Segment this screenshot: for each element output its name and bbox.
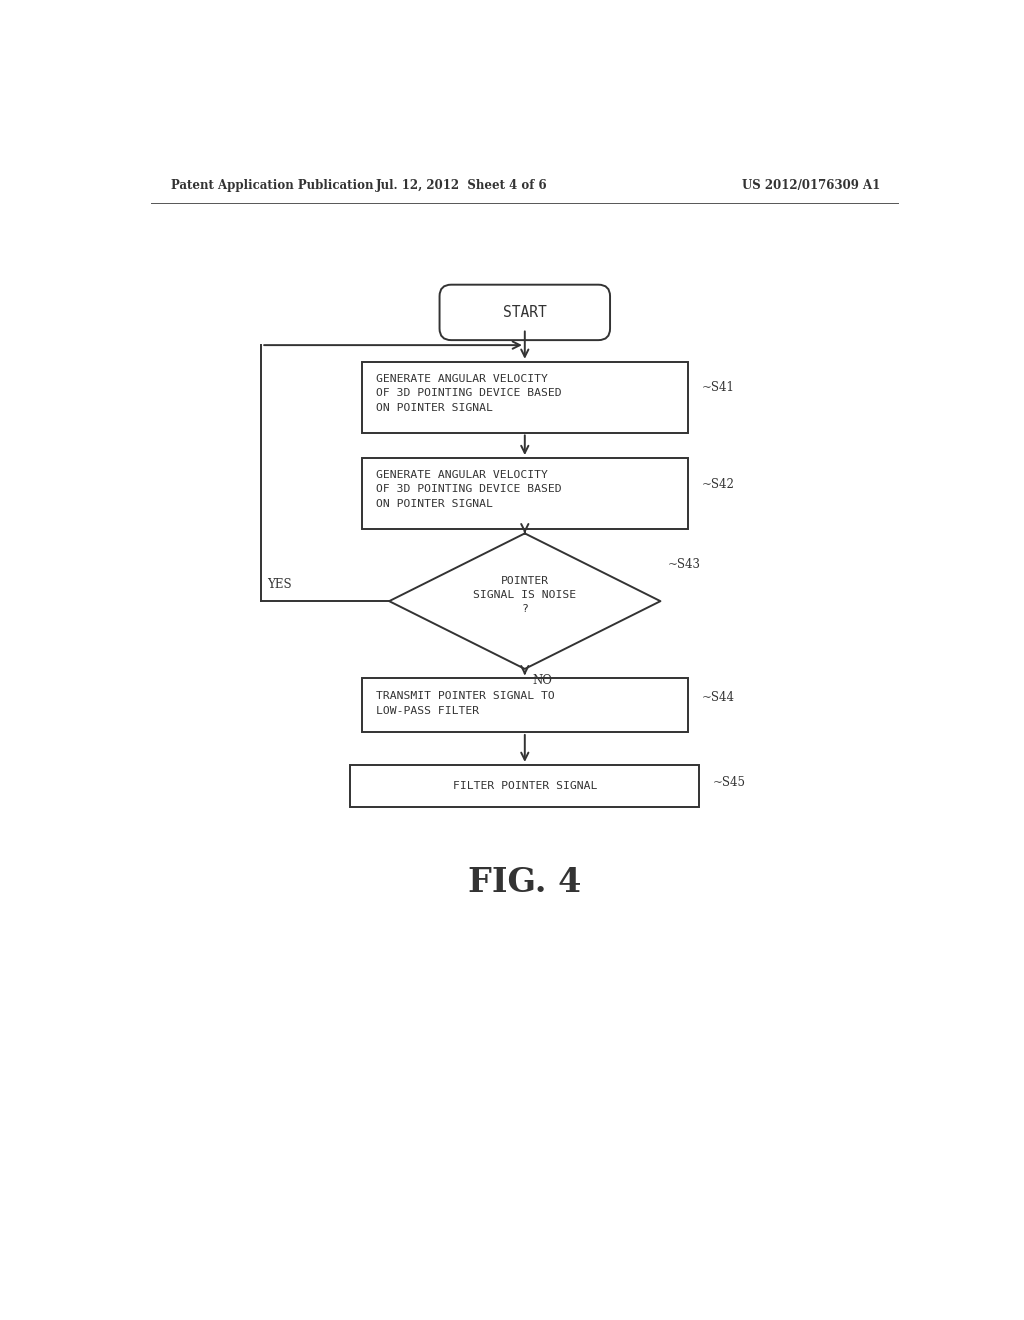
Bar: [362, 362, 687, 433]
Text: US 2012/0176309 A1: US 2012/0176309 A1: [741, 178, 880, 191]
Text: Jul. 12, 2012  Sheet 4 of 6: Jul. 12, 2012 Sheet 4 of 6: [376, 178, 547, 191]
Text: START: START: [503, 305, 547, 319]
Bar: [362, 678, 687, 733]
Bar: [350, 764, 699, 807]
Text: ~S45: ~S45: [713, 776, 746, 788]
FancyBboxPatch shape: [439, 285, 610, 341]
Text: ~S42: ~S42: [701, 478, 734, 491]
Text: YES: YES: [267, 578, 292, 591]
Text: ~S41: ~S41: [701, 381, 734, 395]
Text: FILTER POINTER SIGNAL: FILTER POINTER SIGNAL: [453, 781, 597, 791]
Text: ~S44: ~S44: [701, 690, 734, 704]
Text: POINTER
SIGNAL IS NOISE
?: POINTER SIGNAL IS NOISE ?: [473, 577, 577, 614]
Text: ~S43: ~S43: [669, 557, 701, 570]
Bar: [362, 458, 687, 529]
Text: GENERATE ANGULAR VELOCITY
OF 3D POINTING DEVICE BASED
ON POINTER SIGNAL: GENERATE ANGULAR VELOCITY OF 3D POINTING…: [376, 470, 561, 510]
Text: GENERATE ANGULAR VELOCITY
OF 3D POINTING DEVICE BASED
ON POINTER SIGNAL: GENERATE ANGULAR VELOCITY OF 3D POINTING…: [376, 374, 561, 413]
Text: NO: NO: [532, 673, 552, 686]
Text: TRANSMIT POINTER SIGNAL TO
LOW-PASS FILTER: TRANSMIT POINTER SIGNAL TO LOW-PASS FILT…: [376, 692, 555, 715]
Text: Patent Application Publication: Patent Application Publication: [171, 178, 373, 191]
Text: FIG. 4: FIG. 4: [468, 866, 582, 899]
